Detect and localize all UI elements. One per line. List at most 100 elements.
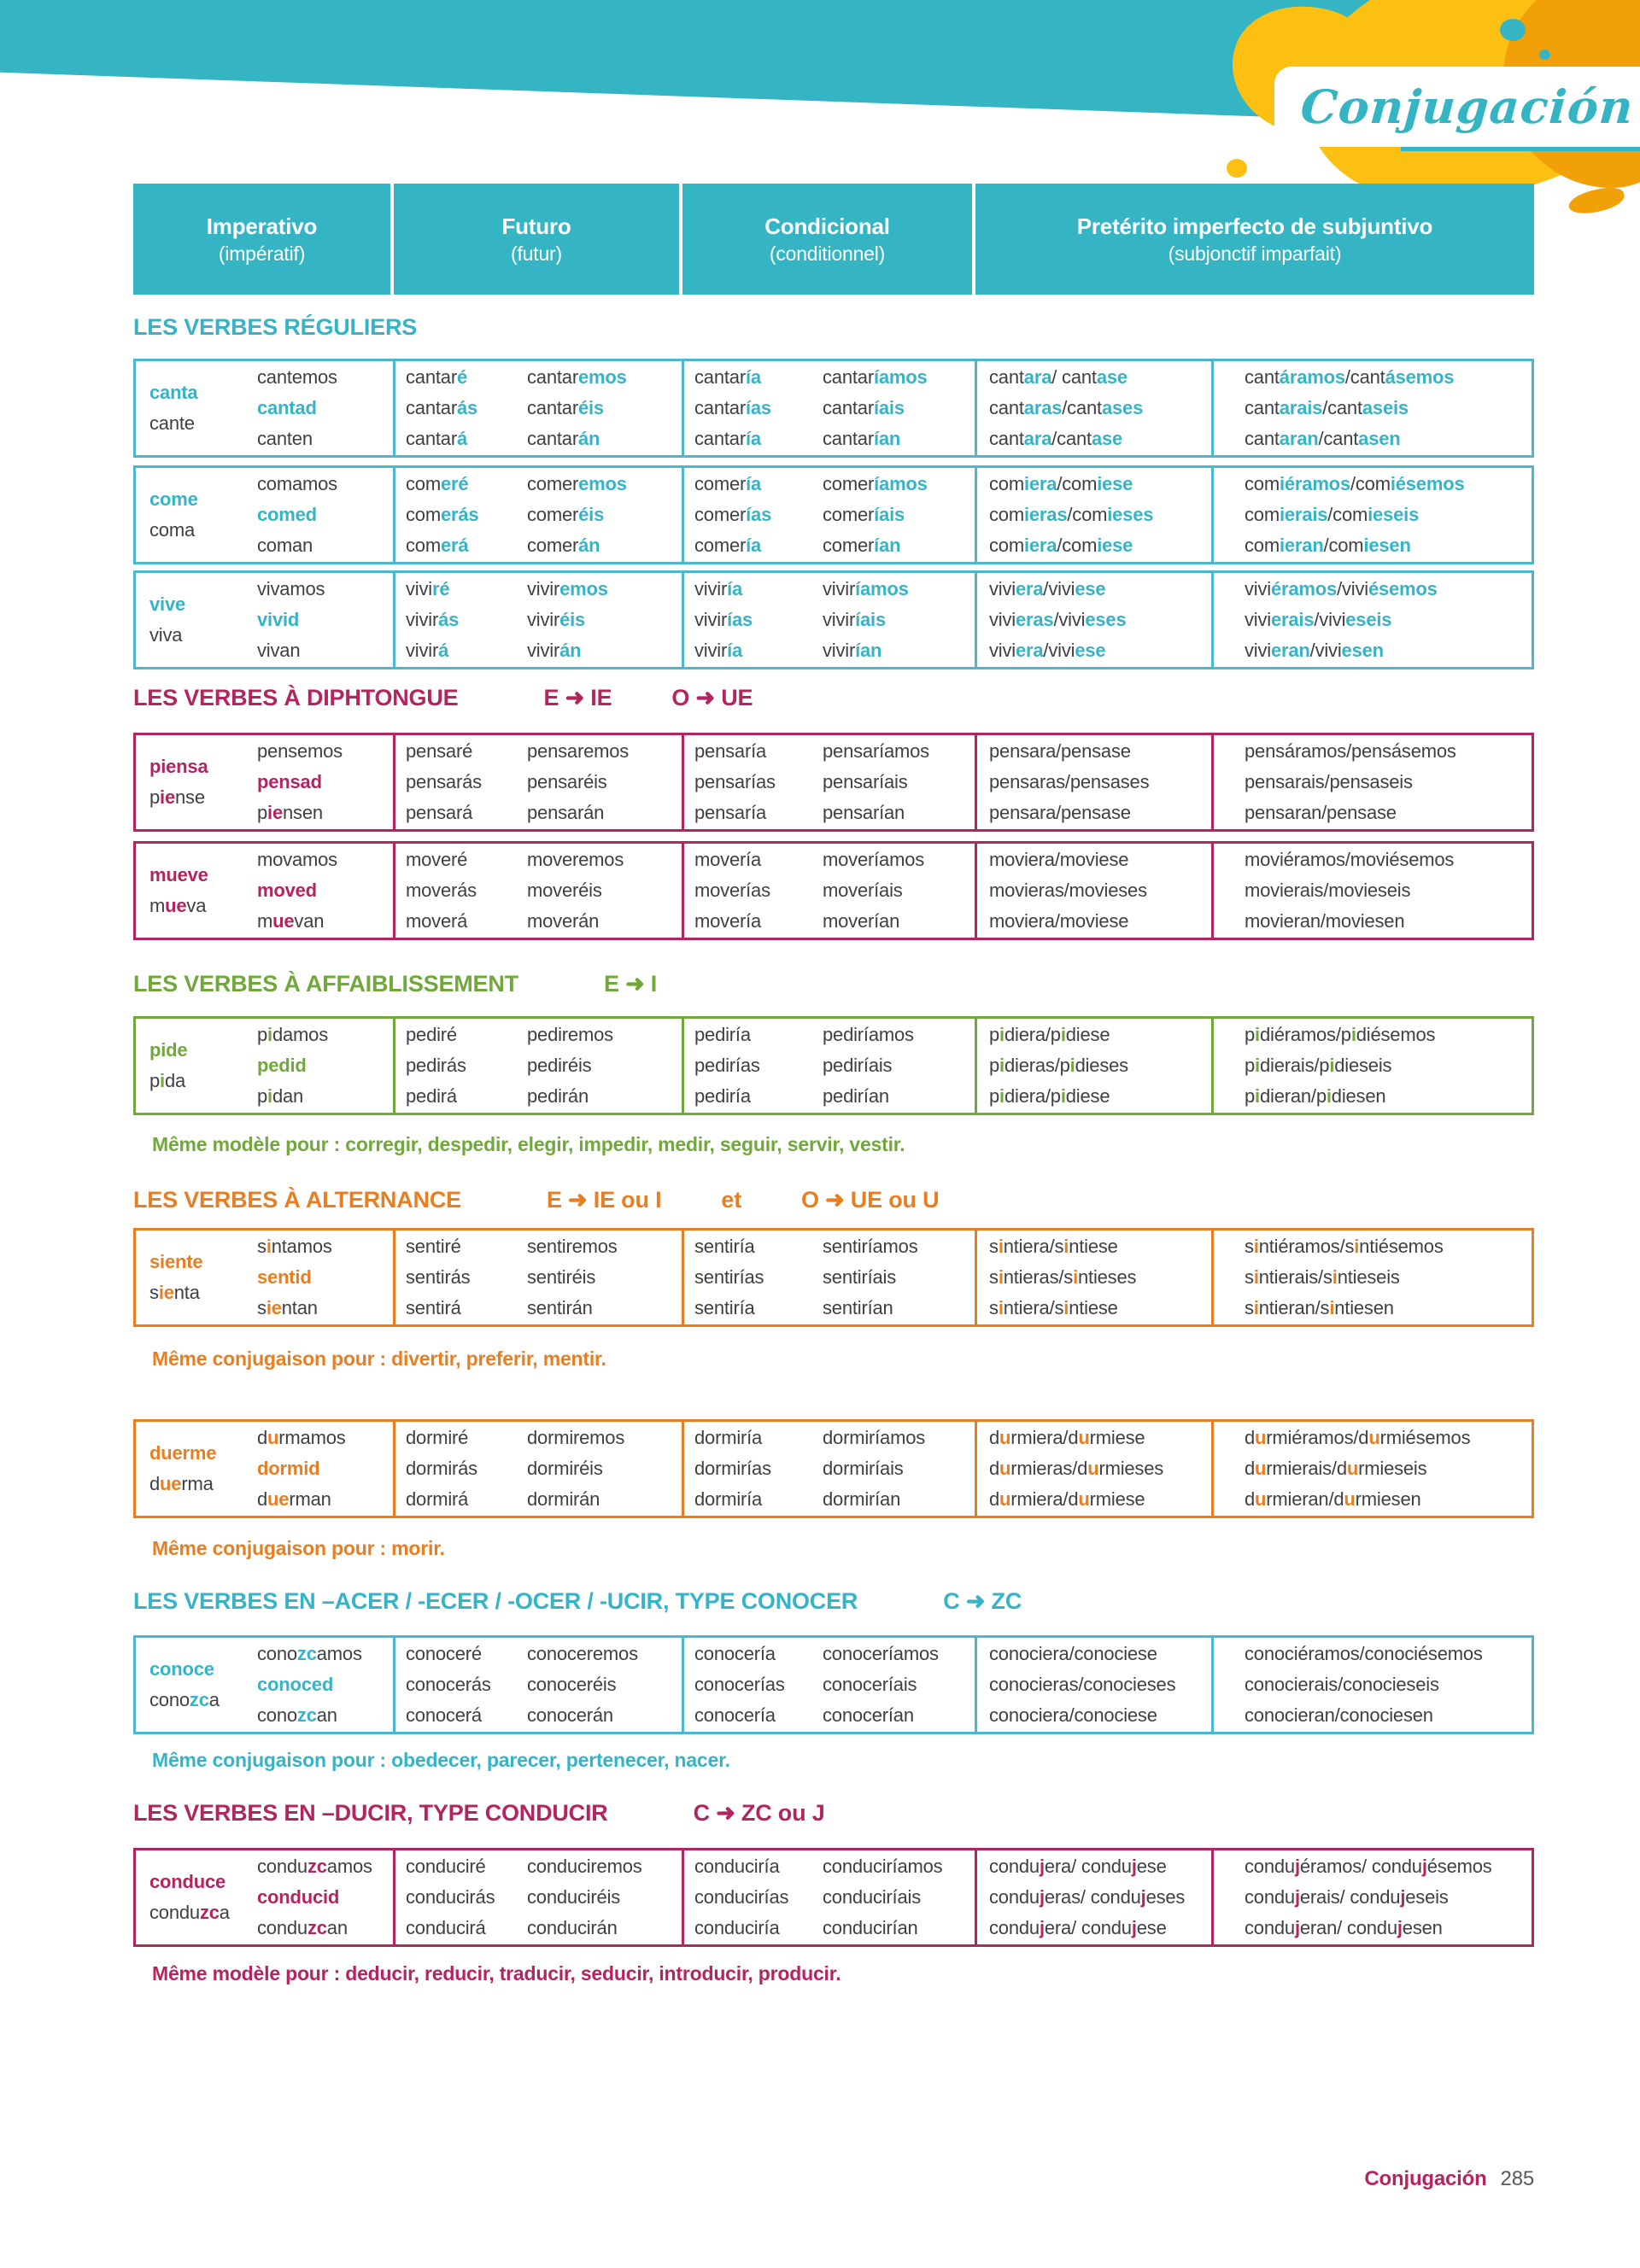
conjugated-form: pensaríais xyxy=(823,771,908,792)
conditional-plural-cell: pediríamos pediríais pedirían xyxy=(812,1019,975,1113)
conjugated-form: canten xyxy=(257,428,313,449)
conjugated-form: pidiera/pidiese xyxy=(989,1085,1110,1107)
conjugated-form: movería xyxy=(694,910,762,932)
verb-row: pide pida pidamos pedid pidan pediré pedirás pe… xyxy=(133,1016,1534,1115)
conjugated-form: cantaréis xyxy=(527,397,604,418)
subjunctive-singular-cell: sintiera/sintiese sintieras/sintieses sint… xyxy=(975,1230,1211,1324)
conjugated-form: sentiría xyxy=(694,1297,755,1318)
conjugated-form: dormiréis xyxy=(527,1458,603,1479)
subjunctive-singular-cell: condujera/ condujese condujeras/ condujes… xyxy=(975,1850,1211,1944)
section-formula: et xyxy=(721,1187,741,1213)
conjugated-form: pensara/pensase xyxy=(989,740,1131,762)
future-plural-cell: viviremos viviréis vivirán xyxy=(517,573,682,667)
conjugated-form: dormiríamos xyxy=(823,1427,926,1448)
conjugated-form: conoced xyxy=(257,1674,334,1695)
conjugated-form: moverían xyxy=(823,910,900,932)
future-singular-cell: pediré pedirás pedirá xyxy=(393,1019,517,1113)
conjugated-form: sintierais/sintieseis xyxy=(1245,1266,1400,1288)
conjugated-form: pensemos xyxy=(257,740,343,762)
conjugated-form: dormiría xyxy=(694,1427,763,1448)
verb-label-cell: canta cante xyxy=(136,361,255,455)
conjugated-form: dormiría xyxy=(694,1488,763,1510)
future-plural-cell: conoceremos conoceréis conocerán xyxy=(517,1638,682,1732)
conjugated-form: dormid xyxy=(257,1458,320,1479)
conjugated-form: conociera/conociese xyxy=(989,1704,1157,1726)
conjugated-form: viviré xyxy=(406,578,450,599)
conjugated-form: moviera/moviese xyxy=(989,849,1129,870)
conjugated-form: pensara/pensase xyxy=(989,802,1131,823)
conjugated-form: pensaréis xyxy=(527,771,607,792)
conjugated-form: sintieras/sintieses xyxy=(989,1266,1137,1288)
section-title: LES VERBES EN –ACER / -ECER / -OCER / -U… xyxy=(133,1588,1022,1617)
conjugated-form: conduciríais xyxy=(823,1886,921,1908)
verb-label-secondary: coma xyxy=(149,519,195,541)
conjugated-form: conoceríais xyxy=(823,1674,917,1695)
subjunctive-singular-cell: pidiera/pidiese pidieras/pidieses pidiera/… xyxy=(975,1019,1211,1113)
conditional-singular-cell: pensaría pensarías pensaría xyxy=(682,735,812,829)
conjugated-form: moveremos xyxy=(527,849,624,870)
conjugated-form: condujerais/ condujeseis xyxy=(1245,1886,1449,1908)
section-title: LES VERBES EN –DUCIR, TYPE CONDUCIR C ➜ Z… xyxy=(133,1800,825,1829)
conjugated-form: pedid xyxy=(257,1055,307,1076)
conjugated-form: moverán xyxy=(527,910,600,932)
conjugated-form: cantarás xyxy=(406,397,478,418)
verb-row: canta cante cantemos cantad canten cantaré can… xyxy=(133,359,1534,458)
conjugated-form: sentiremos xyxy=(527,1236,618,1257)
conjugated-form: cantaríamos xyxy=(823,366,928,388)
conjugated-form: condujeras/ condujeses xyxy=(989,1886,1186,1908)
section-title-text: LES VERBES À AFFAIBLISSEMENT xyxy=(133,971,518,997)
conjugated-form: pedirías xyxy=(694,1055,760,1076)
conjugated-form: pediríais xyxy=(823,1055,893,1076)
verb-label-primary: mueve xyxy=(149,864,208,886)
conjugated-form: cantaría xyxy=(694,428,761,449)
same-model-note: Même modèle pour : deducir, reducir, tra… xyxy=(152,1962,841,1984)
conjugated-form: dormiremos xyxy=(527,1427,625,1448)
conditional-plural-cell: viviríamos viviríais vivirían xyxy=(812,573,975,667)
footer-label: Conjugación xyxy=(1364,2167,1487,2190)
page-number: 285 xyxy=(1500,2167,1535,2190)
header-imperativo: Imperativo (impératif) xyxy=(206,213,318,265)
header-subjuntivo: Pretérito imperfecto de subjuntivo (subj… xyxy=(972,184,1534,295)
section-title-text: LES VERBES EN –DUCIR, TYPE CONDUCIR xyxy=(133,1800,608,1826)
section-title: LES VERBES À ALTERNANCE E ➜ IE ou I et O ➜ … xyxy=(133,1187,940,1216)
table-header: Imperativo (impératif) Futuro (futur) Co… xyxy=(133,184,1534,295)
conjugated-form: coman xyxy=(257,535,313,556)
conditional-plural-cell: sentiríamos sentiríais sentirían xyxy=(812,1230,975,1324)
subjunctive-plural-cell: pidiéramos/pidiésemos pidierais/pidieseis… xyxy=(1211,1019,1532,1113)
conjugated-form: moveríais xyxy=(823,880,903,901)
verb-label-secondary: piense xyxy=(149,786,205,808)
conjugated-form: dormirían xyxy=(823,1488,901,1510)
conjugated-form: pedirían xyxy=(823,1085,889,1107)
conditional-plural-cell: dormiríamos dormiríais dormirían xyxy=(812,1422,975,1516)
conjugated-form: condujera/ condujese xyxy=(989,1917,1167,1938)
subjunctive-singular-cell: cantara/ cantase cantaras/cantases cantara… xyxy=(975,361,1211,455)
conjugated-form: comierais/comieseis xyxy=(1245,504,1420,525)
verb-label-cell: piensa piense xyxy=(136,735,255,829)
conditional-singular-cell: cantaría cantarías cantaría xyxy=(682,361,812,455)
conjugated-form: comería xyxy=(694,535,762,556)
conjugated-form: conocerían xyxy=(823,1704,914,1726)
conjugated-form: cantad xyxy=(257,397,317,418)
conjugated-form: vivan xyxy=(257,640,301,661)
conjugated-form: pediría xyxy=(694,1024,751,1045)
conjugated-form: conducirás xyxy=(406,1886,495,1908)
conjugated-form: conduciréis xyxy=(527,1886,621,1908)
conjugated-form: dormirán xyxy=(527,1488,600,1510)
conjugated-form: cantara/ cantase xyxy=(989,366,1128,388)
verb-row: conoce conozca conozcamos conoced conozcan co… xyxy=(133,1635,1534,1734)
conjugated-form: dormirá xyxy=(406,1488,469,1510)
conjugated-form: pidieras/pidieses xyxy=(989,1055,1128,1076)
future-plural-cell: cantaremos cantaréis cantarán xyxy=(517,361,682,455)
future-plural-cell: pediremos pediréis pedirán xyxy=(517,1019,682,1113)
header-condicional: Condicional (conditionnel) xyxy=(679,184,972,295)
verb-row: conduce conduzca conduzcamos conducid conduz… xyxy=(133,1848,1534,1947)
verb-label-primary: canta xyxy=(149,382,198,403)
subjunctive-singular-cell: conociera/conociese conocieras/conocieses… xyxy=(975,1638,1211,1732)
section-formula: O ➜ UE ou U xyxy=(800,1187,940,1213)
conjugated-form: cantaría xyxy=(694,366,761,388)
future-plural-cell: dormiremos dormiréis dormirán xyxy=(517,1422,682,1516)
future-singular-cell: cantaré cantarás cantará xyxy=(393,361,517,455)
conditional-plural-cell: pensaríamos pensaríais pensarían xyxy=(812,735,975,829)
conditional-singular-cell: dormiría dormirías dormiría xyxy=(682,1422,812,1516)
